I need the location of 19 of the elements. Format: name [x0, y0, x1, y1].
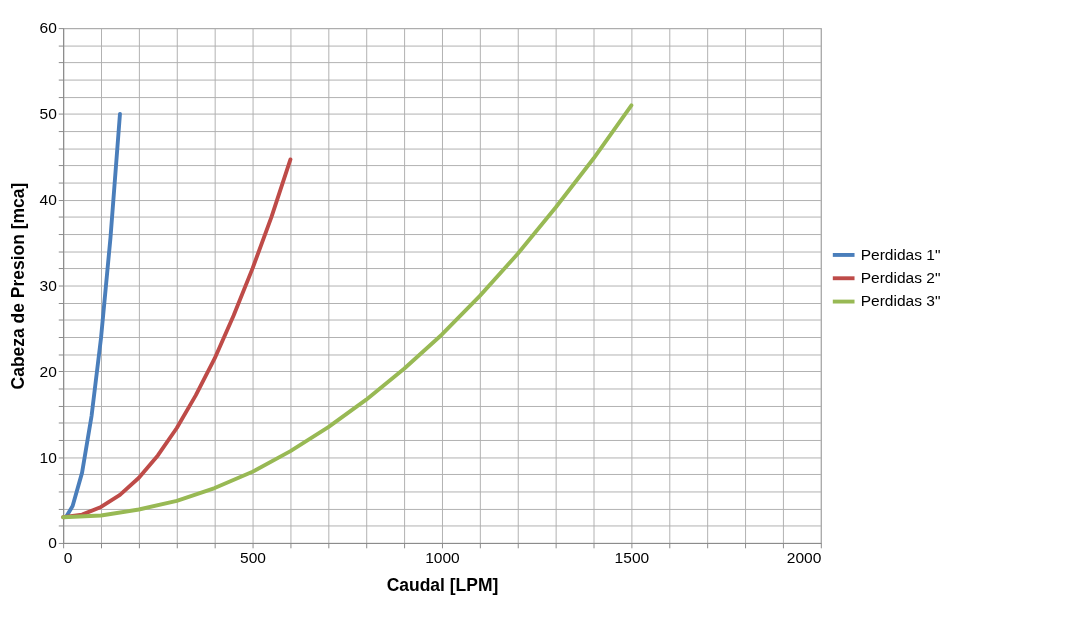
x-tick-label: 2000	[786, 548, 822, 566]
y-tick-label: 0	[48, 534, 58, 552]
legend-label: Perdidas 2"	[860, 269, 941, 287]
x-tick-label: 1000	[425, 548, 461, 566]
x-axis-title: Caudal [LPM]	[386, 575, 499, 596]
y-axis-title: Cabeza de Presion [mca]	[8, 182, 28, 390]
line-series	[64, 111, 122, 518]
x-tick-label: 500	[240, 548, 267, 566]
y-tick-label: 60	[39, 19, 58, 37]
x-tick-label: 1500	[614, 548, 650, 566]
legend-label: Perdidas 1"	[860, 245, 941, 263]
y-tick-label: 40	[39, 191, 58, 209]
legend-label: Perdidas 3"	[860, 292, 941, 310]
line-series	[61, 103, 634, 520]
y-tick-label: 30	[39, 276, 58, 294]
y-tick-label: 20	[39, 362, 58, 380]
y-tick-label: 50	[39, 105, 58, 123]
x-tick-label: 0	[63, 548, 73, 566]
y-tick-label: 10	[39, 448, 58, 466]
